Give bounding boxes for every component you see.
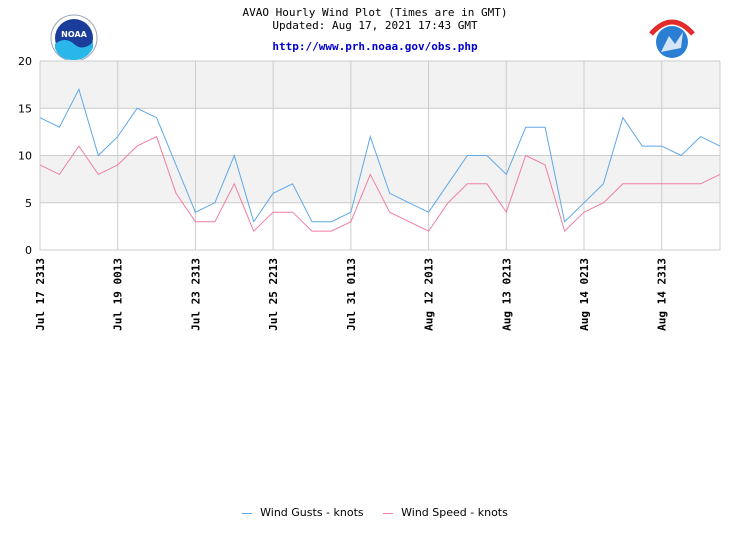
y-tick-label: 0 [25,244,32,257]
x-tick-label: Jul 23 2313 [189,258,202,331]
x-tick-label: Aug 14 2313 [656,258,669,331]
x-tick-label: Jul 17 2313 [34,258,47,331]
x-tick-label: Jul 19 0013 [112,258,125,331]
source-url-link[interactable]: http://www.prh.noaa.gov/obs.php [272,40,478,53]
wind-chart: 0 5 10 15 20 Jul 17 2313 Jul 19 0013 Jul 23 23… [18,55,721,331]
y-tick-label: 10 [18,150,32,163]
noaa-logo-icon: NOAA [50,14,98,60]
nws-logo-icon [648,18,696,62]
y-axis: 0 5 10 15 20 [18,55,32,257]
x-tick-label: Jul 25 2213 [267,258,280,331]
series-group [39,87,721,233]
plot-bands [40,61,720,250]
y-tick-label: 20 [18,55,32,68]
chart-title: AVAO Hourly Wind Plot (Times are in GMT) [242,6,508,19]
plot-grid [39,60,721,251]
x-tick-label: Aug 12 2013 [423,258,436,331]
legend-item-gusts[interactable]: Wind Gusts - knots [242,506,364,519]
legend-swatch-gusts [242,512,253,514]
x-axis: Jul 17 2313 Jul 19 0013 Jul 23 2313 Jul 25 … [34,258,669,331]
legend-label-gusts: Wind Gusts - knots [260,506,364,519]
legend-label-speed: Wind Speed - knots [401,506,508,519]
band-5-10 [40,155,720,203]
band-10-15 [40,108,720,156]
y-tick-label: 5 [25,197,32,210]
legend-swatch-speed [383,512,394,514]
x-tick-label: Jul 31 0113 [345,258,358,331]
x-tick-label: Aug 14 0213 [578,258,591,331]
legend-item-speed[interactable]: Wind Speed - knots [383,506,508,519]
chart-legend: Wind Gusts - knots Wind Speed - knots [0,506,750,519]
svg-text:NOAA: NOAA [61,30,87,39]
series-line-gusts [39,87,721,223]
band-15-20 [40,61,720,109]
updated-timestamp: Updated: Aug 17, 2021 17:43 GMT [272,19,478,32]
series-line-speed [39,135,721,233]
band-0-5 [40,202,720,250]
x-tick-label: Aug 13 0213 [500,258,513,331]
y-tick-label: 15 [18,102,32,115]
